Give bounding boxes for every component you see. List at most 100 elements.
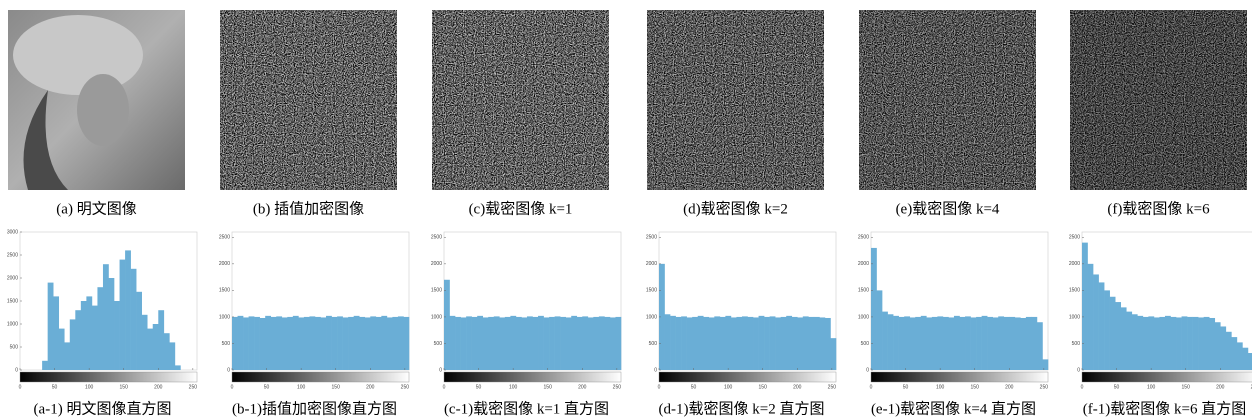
y-tick-label: 0 xyxy=(439,367,442,373)
bar xyxy=(271,317,277,370)
x-tick-label: 50 xyxy=(1114,384,1120,390)
x-tick-label: 100 xyxy=(1147,384,1156,390)
caption: (e)载密图像 k=4 xyxy=(896,200,1000,217)
bar xyxy=(703,317,709,370)
y-tick-label: 1000 xyxy=(219,314,230,320)
bar xyxy=(566,317,572,370)
bar xyxy=(254,317,260,370)
bar xyxy=(142,315,148,370)
bar xyxy=(92,306,98,370)
bar xyxy=(803,316,809,370)
bar xyxy=(75,310,81,370)
bar xyxy=(792,317,798,370)
y-tick-label: 2000 xyxy=(7,275,18,281)
x-tick-label: 250 xyxy=(613,384,622,390)
y-tick-label: 1000 xyxy=(646,314,657,320)
bar xyxy=(577,317,583,370)
bar xyxy=(505,317,511,370)
bar xyxy=(998,316,1004,370)
bar xyxy=(871,248,877,370)
bar xyxy=(70,319,76,370)
bar xyxy=(1193,317,1199,370)
bar xyxy=(676,317,682,370)
face xyxy=(77,74,129,146)
bar xyxy=(560,317,566,370)
y-tick-label: 2000 xyxy=(1069,261,1080,267)
bar xyxy=(549,317,555,370)
y-tick-label: 1000 xyxy=(858,314,869,320)
y-tick-label: 2500 xyxy=(646,235,657,241)
figure: (a) 明文图像(b) 插值加密图像(c)载密图像 k=1(d)载密图像 k=2… xyxy=(0,0,1252,420)
bar xyxy=(759,316,765,370)
bar xyxy=(910,317,916,370)
bar xyxy=(770,316,776,370)
y-tick-label: 1000 xyxy=(431,314,442,320)
y-tick-label: 1500 xyxy=(1069,288,1080,294)
x-tick-label: 50 xyxy=(476,384,482,390)
bar xyxy=(582,316,588,370)
bar xyxy=(321,317,327,370)
colorbar xyxy=(659,372,836,382)
x-tick-label: 100 xyxy=(936,384,945,390)
x-tick-label: 150 xyxy=(759,384,768,390)
bar xyxy=(709,317,715,370)
y-tick-label: 500 xyxy=(1072,341,1081,347)
bar xyxy=(775,317,781,370)
bar xyxy=(588,317,594,370)
bar xyxy=(42,361,48,370)
bar xyxy=(1187,317,1193,370)
bar xyxy=(926,317,932,370)
y-tick-label: 1500 xyxy=(646,288,657,294)
shade xyxy=(432,10,609,190)
bar xyxy=(1226,332,1232,370)
bar xyxy=(1137,316,1143,370)
chart-title: (c-1)载密图像 k=1 直方图 xyxy=(444,400,609,417)
bar xyxy=(681,316,687,370)
bar xyxy=(343,317,349,370)
y-tick-label: 2000 xyxy=(858,261,869,267)
bar xyxy=(610,317,616,370)
bar xyxy=(670,316,676,370)
bar xyxy=(86,296,92,370)
bar xyxy=(97,287,103,370)
bar xyxy=(943,317,949,370)
caption: (b) 插值加密图像 xyxy=(253,200,364,217)
bar xyxy=(298,317,304,370)
bar xyxy=(948,317,954,370)
bar xyxy=(243,317,249,370)
bar xyxy=(477,316,483,370)
bar xyxy=(555,316,561,370)
x-tick-label: 0 xyxy=(870,384,873,390)
bar xyxy=(516,317,522,370)
bar xyxy=(354,316,360,370)
bar xyxy=(748,317,754,370)
x-tick-label: 50 xyxy=(691,384,697,390)
bar xyxy=(1165,316,1171,370)
bar xyxy=(510,316,516,370)
bar xyxy=(1209,318,1215,370)
bar xyxy=(1020,318,1026,370)
bar xyxy=(309,316,315,370)
colorbar xyxy=(444,372,621,382)
bar xyxy=(797,317,803,370)
bar xyxy=(882,312,888,370)
x-tick-label: 150 xyxy=(1182,384,1191,390)
x-tick-label: 200 xyxy=(366,384,375,390)
y-tick-label: 1000 xyxy=(7,321,18,327)
bar xyxy=(370,316,376,370)
bar xyxy=(48,283,54,370)
bar xyxy=(781,317,787,370)
x-tick-label: 250 xyxy=(828,384,837,390)
bar xyxy=(753,317,759,370)
bar xyxy=(120,260,126,370)
bar xyxy=(571,316,577,370)
bar xyxy=(960,317,966,370)
bar xyxy=(169,342,175,370)
x-tick-label: 200 xyxy=(793,384,802,390)
chart-title: (d-1)载密图像 k=2 直方图 xyxy=(659,400,825,417)
bar xyxy=(764,317,770,370)
bar xyxy=(337,316,343,370)
bar xyxy=(533,317,539,370)
bar xyxy=(1037,322,1043,370)
bar xyxy=(403,317,409,370)
